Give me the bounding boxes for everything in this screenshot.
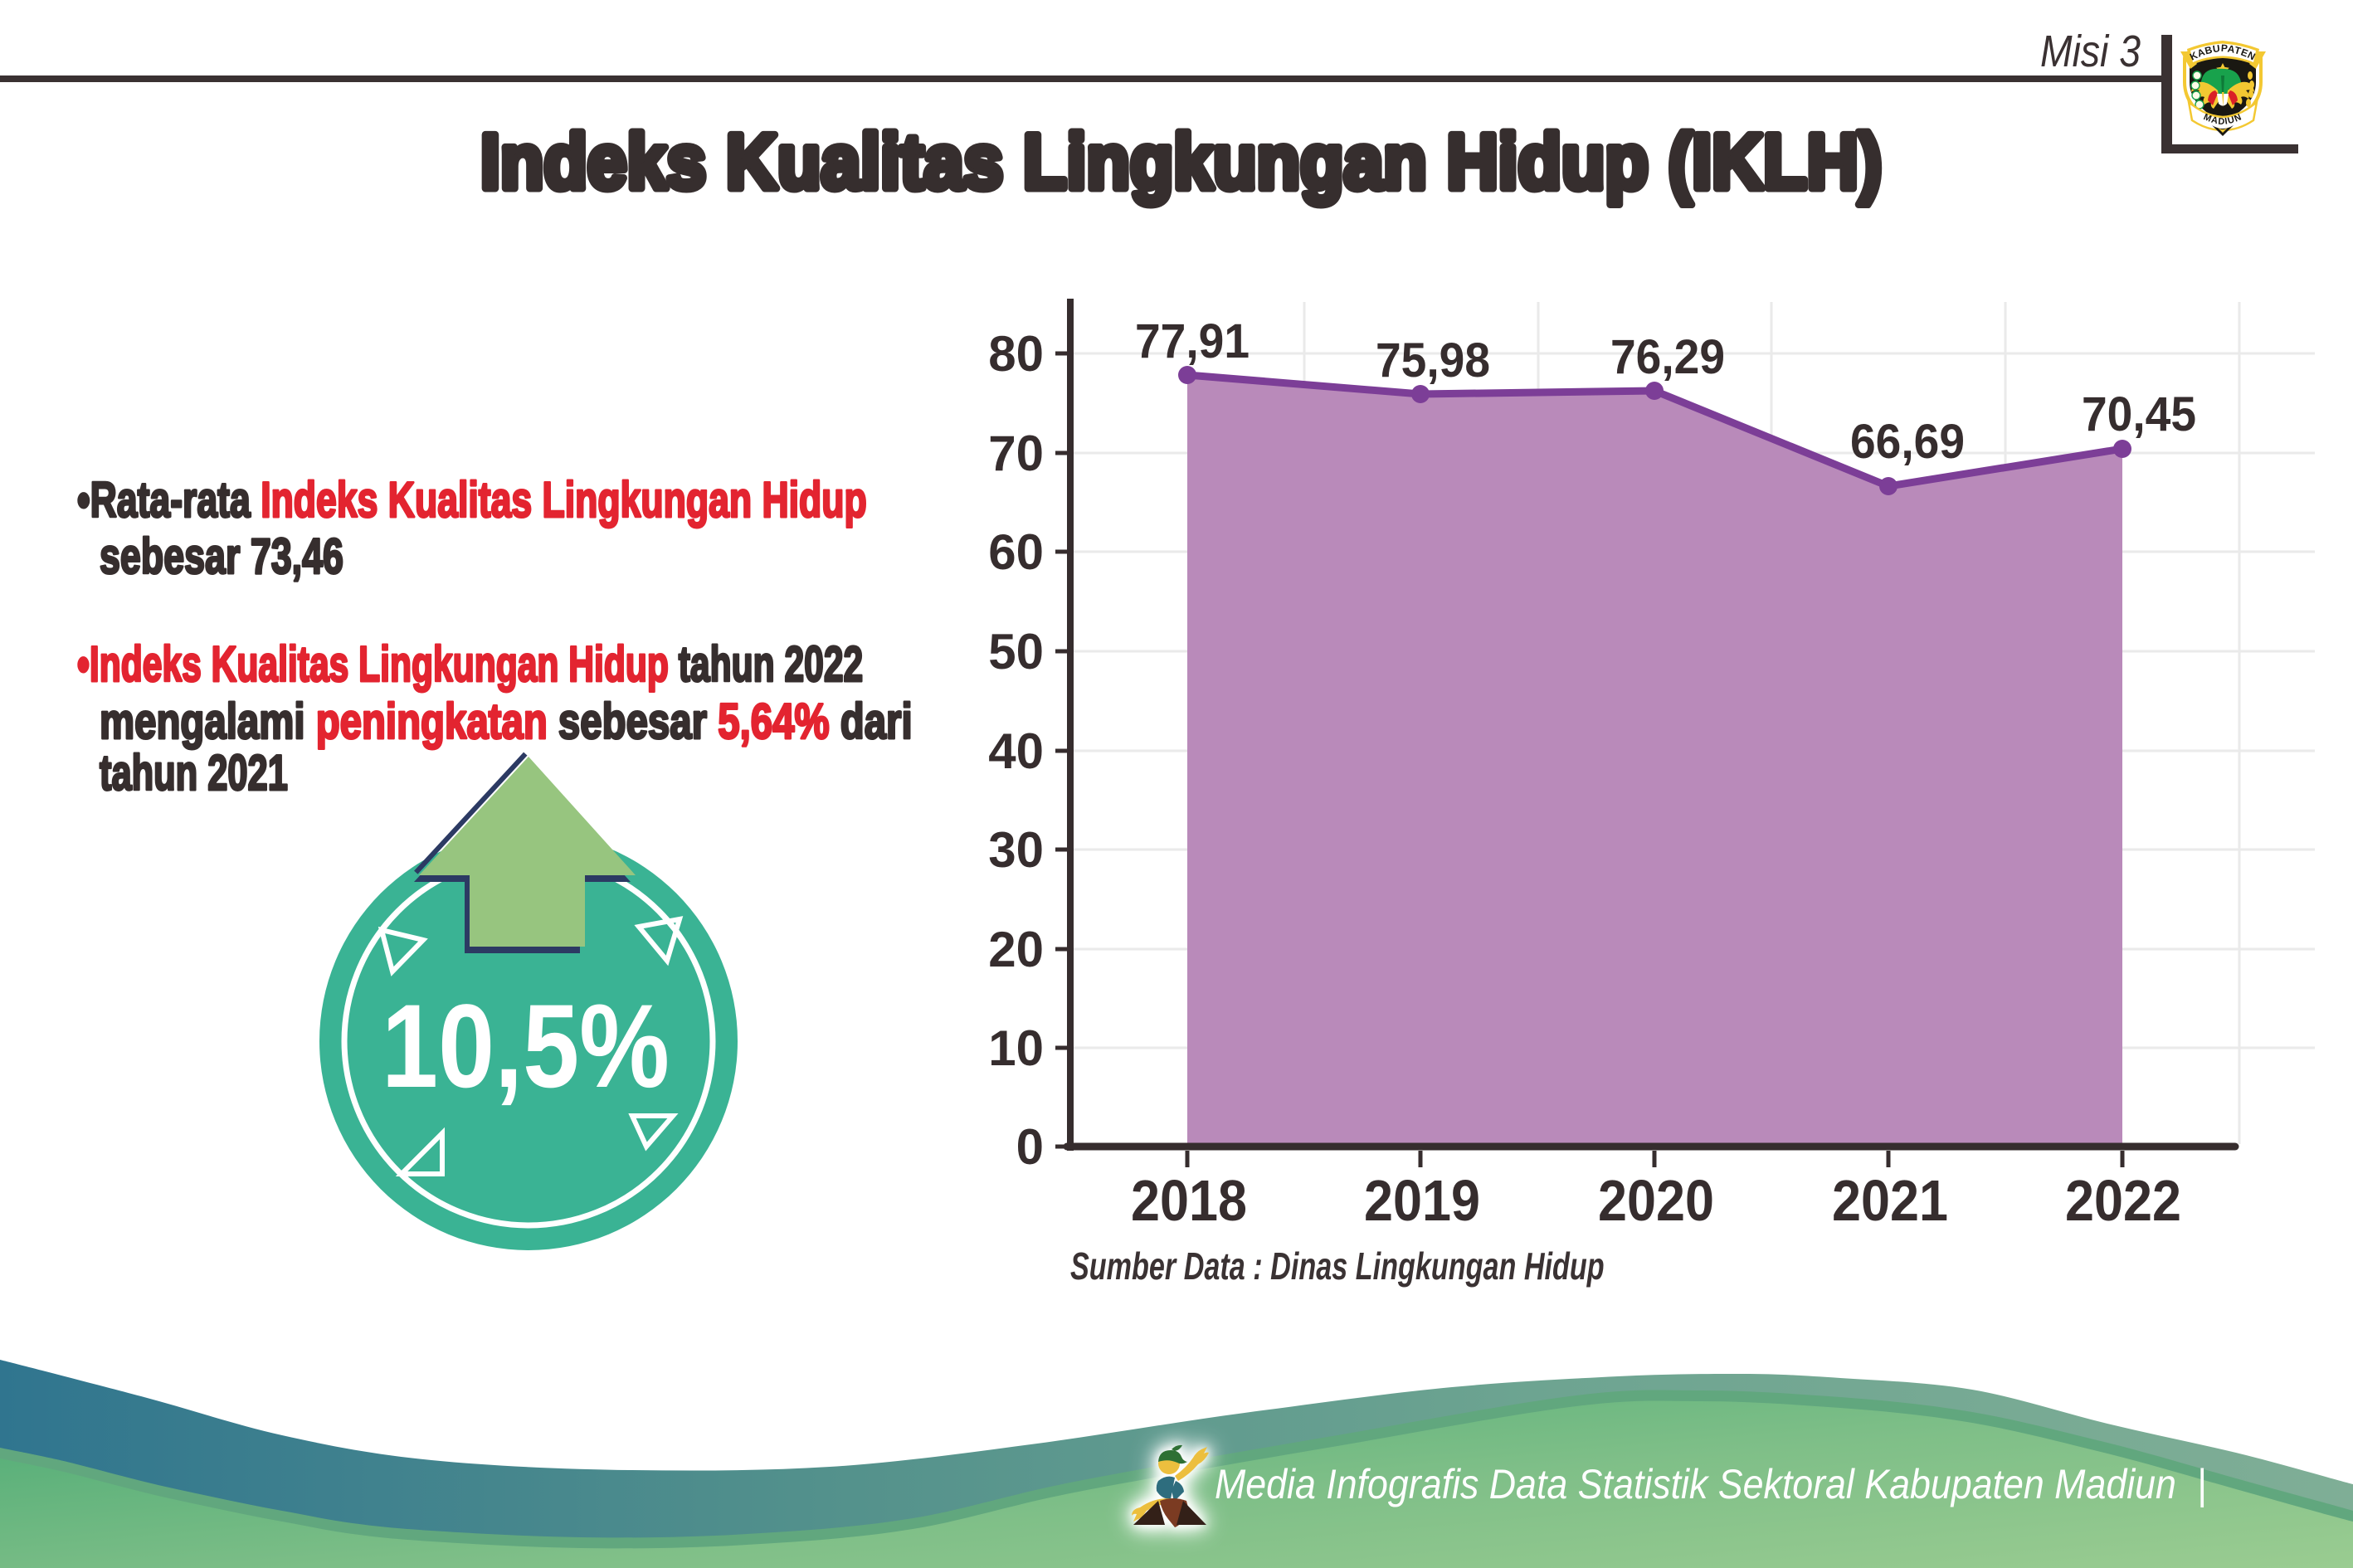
svg-text:2022: 2022 — [2065, 1168, 2181, 1233]
svg-text:•Indeks Kualitas Lingkungan Hi: •Indeks Kualitas Lingkungan Hidup tahun … — [77, 637, 863, 693]
svg-text:0: 0 — [1016, 1119, 1044, 1175]
svg-text:60: 60 — [988, 524, 1044, 580]
svg-text:MADIUN: MADIUN — [2202, 112, 2243, 127]
svg-text:sebesar 73,46: sebesar 73,46 — [100, 529, 343, 585]
svg-text:20: 20 — [988, 922, 1044, 977]
svg-text:•Rata-rata Indeks Kualitas Lin: •Rata-rata Indeks Kualitas Lingkungan Hi… — [77, 473, 867, 528]
svg-text:2020: 2020 — [1598, 1168, 1714, 1233]
svg-text:50: 50 — [988, 624, 1044, 679]
svg-text:70,45: 70,45 — [2082, 387, 2196, 441]
svg-text:66,69: 66,69 — [1850, 415, 1965, 469]
svg-text:2019: 2019 — [1364, 1168, 1480, 1233]
svg-text:tahun 2021: tahun 2021 — [100, 746, 288, 801]
svg-text:Media Infografis Data Statisti: Media Infografis Data Statistik Sektoral… — [1215, 1462, 2206, 1508]
svg-text:40: 40 — [988, 723, 1044, 779]
svg-text:10: 10 — [988, 1020, 1044, 1076]
svg-text:mengalami peningkatan sebesar: mengalami peningkatan sebesar 5,64% dari — [100, 694, 913, 750]
svg-text:2021: 2021 — [1832, 1168, 1948, 1233]
svg-text:80: 80 — [988, 326, 1044, 382]
svg-text:Misi 3: Misi 3 — [2040, 27, 2141, 76]
svg-text:Sumber Data : Dinas Lingkungan: Sumber Data : Dinas Lingkungan Hidup — [1070, 1244, 1605, 1288]
svg-text:77,91: 77,91 — [1135, 314, 1250, 368]
svg-text:Indeks Kualitas Lingkungan Hid: Indeks Kualitas Lingkungan Hidup (IKLH) — [480, 118, 1882, 205]
svg-text:76,29: 76,29 — [1610, 330, 1725, 384]
svg-text:2018: 2018 — [1131, 1168, 1247, 1233]
svg-text:75,98: 75,98 — [1376, 334, 1490, 387]
svg-text:70: 70 — [988, 426, 1044, 481]
svg-text:10,5%: 10,5% — [382, 981, 670, 1113]
svg-text:30: 30 — [988, 822, 1044, 878]
